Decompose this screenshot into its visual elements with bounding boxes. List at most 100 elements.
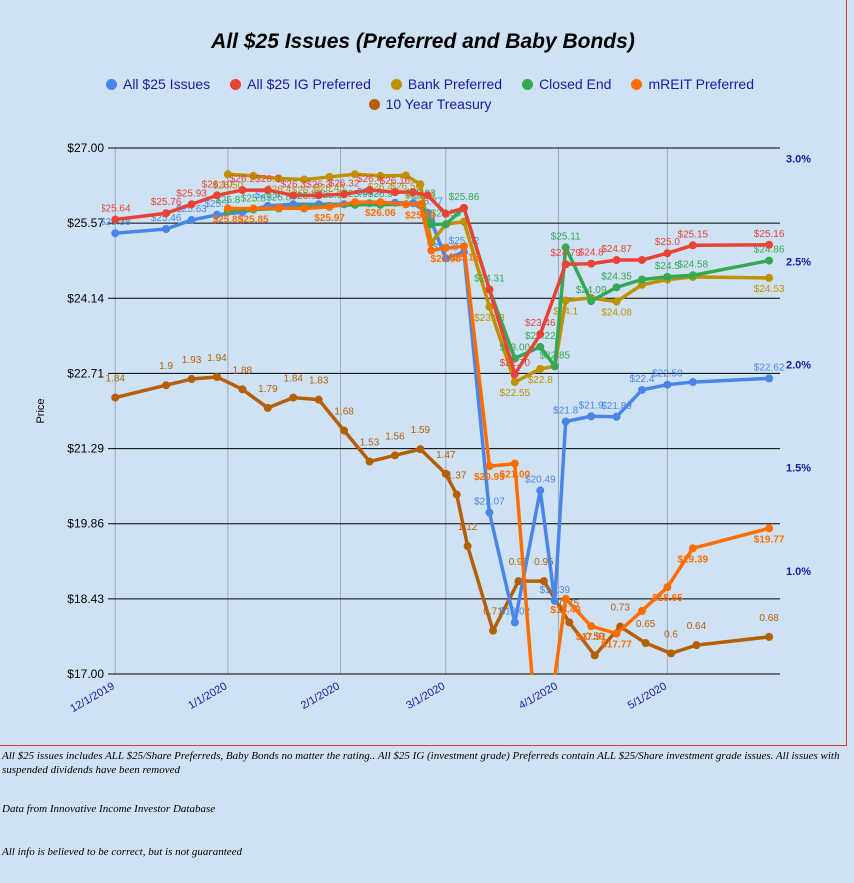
data-point-treasury — [452, 490, 461, 499]
data-point-mreit_preferred — [587, 622, 596, 631]
data-label-treasury: 0.6 — [664, 629, 678, 640]
data-point-treasury — [463, 542, 472, 551]
data-point-mreit_preferred — [441, 243, 450, 252]
legend-item-ig_preferred: All $25 IG Preferred — [230, 76, 371, 92]
data-point-ig_preferred — [587, 259, 596, 268]
data-label-all_25: $21.9 — [579, 400, 604, 411]
data-label-mreit_preferred: $26.06 — [365, 208, 396, 219]
legend-label-ig_preferred: All $25 IG Preferred — [247, 76, 371, 92]
data-point-mreit_preferred — [223, 204, 232, 213]
y-tick-label: $18.43 — [67, 592, 104, 606]
data-label-bank_preferred: $22.8 — [528, 375, 553, 386]
data-label-treasury: 1.88 — [233, 365, 253, 376]
data-point-ig_preferred — [612, 256, 621, 265]
plot-area: 1.84 1.9 1.93 1.94 1.88 1.79 1.84 1.83 1.68 1.53 1… — [100, 170, 785, 675]
x-tick-label: 4/1/2020 — [517, 680, 560, 712]
data-point-treasury — [314, 395, 323, 404]
data-point-bank_preferred — [612, 297, 621, 306]
data-label-treasury: 1.9 — [159, 361, 173, 372]
data-point-closed_end — [561, 243, 570, 252]
data-point-all_25 — [561, 417, 570, 426]
data-point-all_25 — [162, 225, 171, 234]
data-point-bank_preferred — [300, 175, 309, 184]
data-label-treasury: 0.95 — [534, 557, 554, 568]
data-label-mreit_preferred: $17.77 — [601, 639, 632, 650]
legend-label-bank_preferred: Bank Preferred — [407, 76, 503, 92]
data-point-ig_preferred — [238, 186, 247, 195]
data-label-bank_preferred: $26.4 — [368, 182, 393, 193]
data-point-bank_preferred — [536, 364, 545, 373]
data-label-mreit_preferred: $19.39 — [678, 554, 709, 565]
data-label-ig_preferred: $26.4 — [357, 174, 382, 185]
data-point-bank_preferred — [351, 170, 360, 179]
data-point-mreit_preferred — [274, 203, 283, 212]
data-point-treasury — [590, 651, 599, 660]
data-label-ig_preferred: $25.64 — [100, 204, 131, 215]
data-point-mreit_preferred — [637, 606, 646, 615]
data-point-all_25 — [187, 216, 196, 225]
data-point-treasury — [667, 649, 676, 658]
data-label-all_25: $25.02 — [449, 236, 480, 247]
data-label-ig_preferred: $24.87 — [601, 244, 632, 255]
data-label-mreit_preferred: $20.95 — [474, 472, 505, 483]
data-label-treasury: 1.84 — [106, 374, 126, 385]
legend-item-closed_end: Closed End — [522, 76, 611, 92]
legend-item-all_25: All $25 Issues — [105, 76, 210, 92]
data-label-mreit_preferred: $17.91 — [576, 632, 607, 643]
data-label-ig_preferred: $24.8 — [579, 248, 604, 259]
data-point-bank_preferred — [416, 180, 425, 189]
data-point-closed_end — [536, 342, 545, 351]
data-label-closed_end: $24.5 — [655, 261, 680, 272]
legend-item-treasury: 10 Year Treasury — [368, 96, 491, 112]
data-label-all_25: $25.46 — [151, 213, 182, 224]
data-point-bank_preferred — [510, 378, 519, 387]
data-point-bank_preferred — [249, 171, 258, 180]
data-point-mreit_preferred — [416, 200, 425, 209]
data-label-treasury: 1.83 — [309, 376, 329, 387]
y-tick-label: $19.86 — [67, 517, 104, 531]
data-point-ig_preferred — [423, 191, 432, 200]
data-label-closed_end: $25.9 — [368, 189, 393, 200]
x-tick-label: 1/1/2020 — [186, 680, 229, 712]
data-point-treasury — [187, 375, 196, 384]
data-point-ig_preferred — [561, 260, 570, 269]
data-point-ig_preferred — [340, 190, 349, 199]
data-point-ig_preferred — [485, 285, 494, 294]
footnote-disclaimer: All info is believed to be correct, but … — [2, 846, 243, 858]
data-label-ig_preferred: $26.16 — [380, 176, 411, 187]
data-label-bank_preferred: $26.4 — [292, 186, 317, 197]
data-label-treasury: 0.64 — [687, 621, 707, 632]
data-point-closed_end — [765, 256, 774, 265]
data-label-all_25: $18.02 — [500, 606, 531, 617]
data-label-mreit_preferred: $19.77 — [754, 534, 785, 545]
data-label-all_25: $25.7 — [204, 199, 229, 210]
data-label-treasury: 1.79 — [258, 384, 278, 395]
data-point-mreit_preferred — [325, 202, 334, 211]
data-label-mreit_preferred: $25.85 — [213, 214, 244, 225]
data-label-bank_preferred: $23.98 — [474, 313, 505, 324]
data-point-ig_preferred — [765, 240, 774, 249]
data-point-bank_preferred — [401, 171, 410, 180]
data-label-treasury: 0.68 — [759, 613, 779, 624]
data-point-ig_preferred — [187, 200, 196, 209]
data-point-ig_preferred — [263, 186, 272, 195]
data-point-ig_preferred — [314, 191, 323, 200]
data-point-treasury — [489, 626, 498, 635]
data-label-all_25: $21.89 — [601, 401, 632, 412]
data-point-ig_preferred — [111, 215, 120, 224]
data-label-ig_preferred: $25.76 — [151, 197, 182, 208]
series-ig_preferred: $25.64$25.76$25.93$26.10$26.2 $26.3 $26.3 $… — [100, 174, 785, 379]
data-point-bank_preferred — [485, 302, 494, 311]
data-point-mreit_preferred — [351, 198, 360, 207]
data-label-bank_preferred: $24.1 — [553, 307, 578, 318]
data-label-all_25: $22.62 — [754, 362, 785, 373]
data-label-ig_preferred: $22.70 — [500, 358, 531, 369]
data-point-closed_end — [427, 220, 436, 229]
data-label-all_25: $20.49 — [525, 474, 556, 485]
data-label-all_25: $22.4 — [629, 374, 654, 385]
chart-legend: All $25 Issues All $25 IG Preferred Bank P… — [80, 76, 780, 112]
data-point-all_25 — [536, 486, 545, 495]
data-point-treasury — [289, 393, 298, 402]
legend-label-mreit_preferred: mREIT Preferred — [648, 76, 754, 92]
data-point-all_25 — [441, 254, 450, 263]
